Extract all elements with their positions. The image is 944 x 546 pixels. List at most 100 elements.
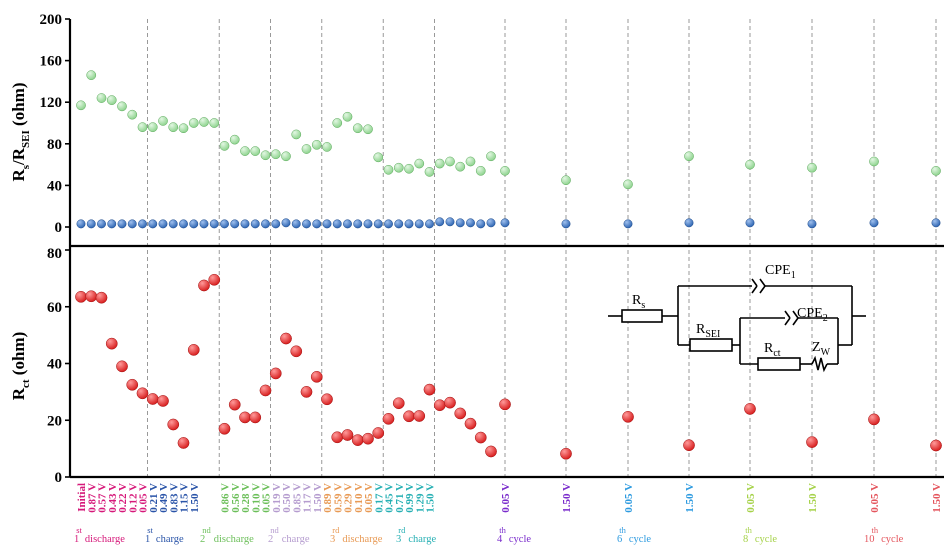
- x-tick-label: 0.22 V: [117, 483, 129, 513]
- rct-point: [259, 384, 272, 397]
- x-tick-label: 1.17 V: [302, 483, 314, 513]
- rs-point: [117, 219, 127, 229]
- segment-label: 4thcycle: [497, 525, 531, 545]
- rsei-point: [209, 118, 220, 128]
- rs-point: [220, 219, 229, 229]
- rsei-point: [684, 151, 694, 162]
- x-tick-label: 0.10 V: [353, 483, 365, 513]
- rs-point: [425, 219, 434, 229]
- rs-point: [138, 219, 147, 229]
- rct-point: [75, 290, 87, 303]
- rct-point: [198, 279, 210, 292]
- x-tick-label: 1.50 V: [425, 483, 437, 513]
- rsei-point: [106, 95, 117, 105]
- rsei-point: [229, 134, 240, 145]
- rsei-point: [117, 101, 127, 112]
- rct-point: [321, 393, 333, 406]
- x-tick-label: 0.19 V: [271, 483, 283, 513]
- rsei-point: [623, 179, 633, 190]
- rs-point: [384, 219, 393, 229]
- rct-point: [239, 411, 251, 424]
- segment-label: 10thcycle: [864, 525, 904, 545]
- rsei-point: [561, 175, 571, 186]
- rs-point: [363, 219, 373, 229]
- x-tick-label: 0.05 V: [500, 483, 512, 513]
- rsei-point: [158, 116, 168, 126]
- x-tick-label: 0.57 V: [97, 483, 109, 513]
- bottom-y-tick-label: 60: [47, 300, 62, 316]
- rct-point: [269, 367, 282, 380]
- rct-point: [228, 398, 241, 411]
- circuit-label-rs: Rs: [632, 293, 645, 311]
- rs-point: [414, 219, 424, 229]
- x-tick-label: 1.50 V: [931, 483, 943, 513]
- rsei-point: [127, 109, 138, 120]
- rct-point: [444, 396, 456, 409]
- rs-point: [486, 218, 496, 228]
- rs-point: [466, 218, 475, 228]
- rct-point: [85, 290, 98, 303]
- rsei-point: [383, 164, 394, 175]
- rs-point: [179, 219, 188, 229]
- rct-point: [208, 273, 221, 286]
- x-tick-label: 0.05 V: [745, 483, 757, 513]
- rsei-point: [168, 122, 179, 133]
- rct-point: [744, 403, 756, 415]
- x-tick-label: 1.50 V: [189, 483, 201, 513]
- rs-point: [76, 219, 86, 229]
- x-tick-label: 0.85 V: [291, 483, 303, 513]
- x-tick-label: 0.83 V: [168, 483, 180, 513]
- segment-label: 1stdischarge: [74, 525, 125, 545]
- rs-point: [807, 219, 817, 229]
- rsei-point: [301, 144, 312, 154]
- rct-point: [126, 378, 139, 391]
- rct-point: [806, 436, 818, 448]
- x-tick-label: 0.43 V: [107, 483, 119, 513]
- rct-point: [423, 383, 436, 396]
- rs-point: [404, 219, 414, 229]
- rs-point: [97, 219, 106, 229]
- rct-point: [280, 332, 292, 345]
- rct-point: [382, 412, 395, 425]
- rct-point: [341, 429, 354, 441]
- rct-point: [177, 437, 190, 449]
- x-tick-label: 0.29 V: [343, 483, 355, 513]
- x-tick-label: 0.05 V: [869, 483, 881, 513]
- circuit-label-rsei: RSEI: [696, 322, 720, 340]
- rsei-point: [281, 151, 291, 162]
- rsei-point: [147, 122, 158, 133]
- rct-point: [413, 410, 426, 422]
- rct-point: [485, 445, 497, 458]
- rs-point: [158, 219, 168, 229]
- rct-point: [392, 397, 405, 410]
- rs-point: [312, 219, 322, 229]
- rs-point: [86, 219, 96, 229]
- rsei-point: [352, 123, 363, 134]
- rs-point: [302, 219, 311, 229]
- rsei-point: [373, 152, 384, 163]
- rct-point: [331, 431, 344, 444]
- x-tick-label: 1.29 V: [414, 483, 426, 513]
- rsei-point: [250, 146, 261, 156]
- rs-point: [127, 219, 137, 229]
- rsei-point: [745, 159, 755, 170]
- circuit-label-cpe2: CPE2: [797, 306, 828, 324]
- circuit-label-cpe1: CPE1: [765, 263, 796, 281]
- rs-point: [107, 219, 117, 229]
- rs-point: [476, 219, 486, 229]
- segment-label: 2ndcharge: [268, 525, 310, 545]
- top-y-tick-label: 200: [40, 12, 63, 28]
- rsei-point: [475, 165, 486, 176]
- rsei-point: [807, 162, 817, 173]
- x-tick-label: 0.87 V: [86, 483, 98, 513]
- rct-point: [290, 345, 303, 358]
- x-tick-label: 0.28 V: [240, 483, 252, 513]
- rs-point: [189, 219, 199, 229]
- rct-point: [868, 413, 880, 426]
- rs-point: [281, 218, 291, 228]
- bottom-y-tick-label: 20: [47, 413, 62, 429]
- rs-point: [343, 219, 352, 229]
- rs-point: [230, 219, 240, 229]
- x-tick-label: 0.49 V: [158, 483, 170, 513]
